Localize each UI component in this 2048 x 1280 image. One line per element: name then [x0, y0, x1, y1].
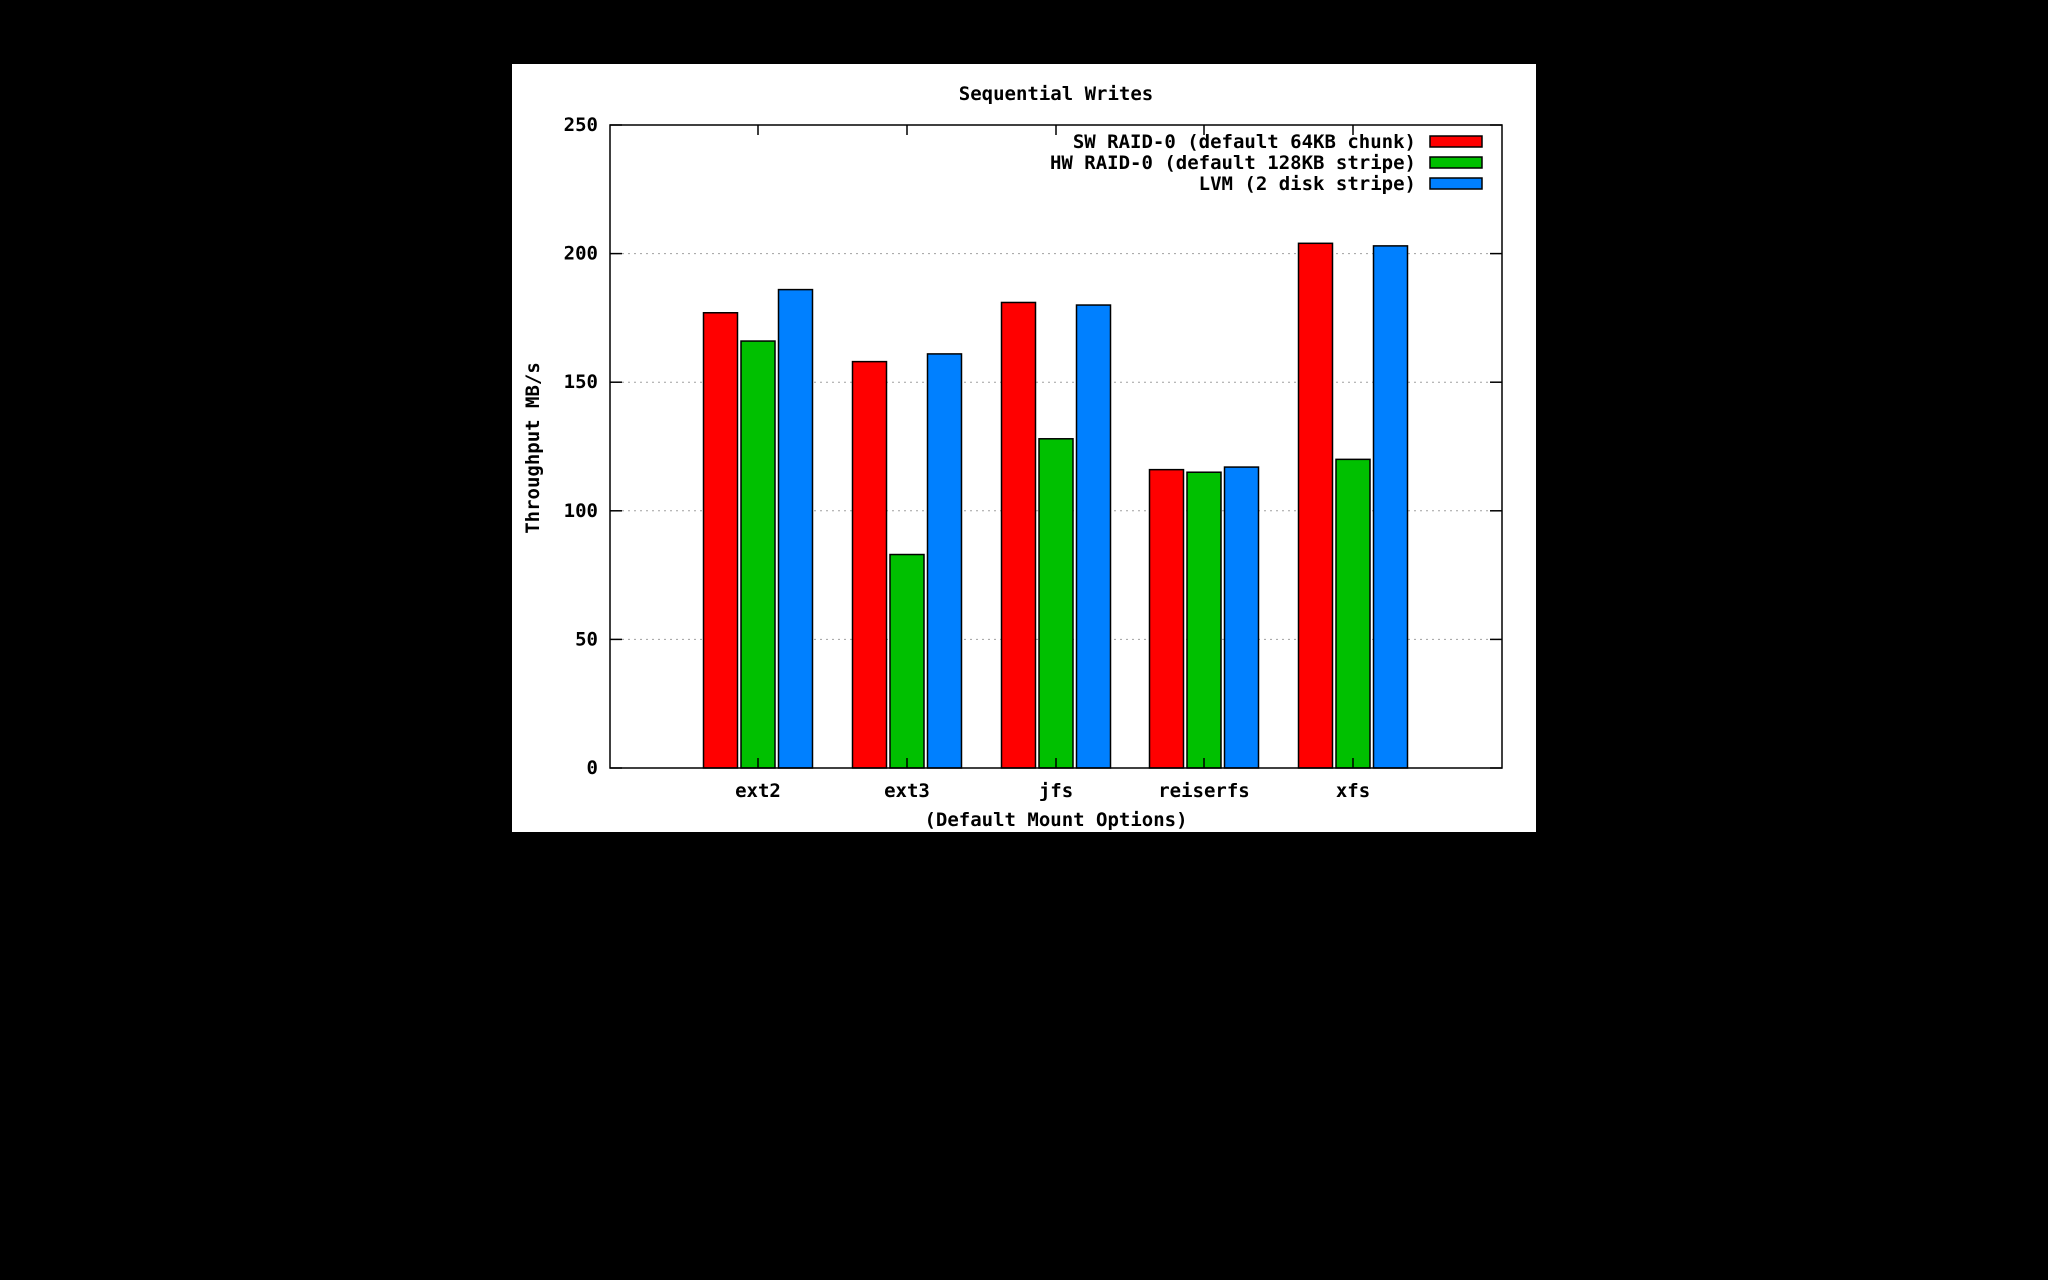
bar [1372, 245, 1409, 769]
y-tick-label: 200 [564, 243, 598, 265]
x-tick-label: ext3 [884, 780, 930, 802]
chart-title: Sequential Writes [959, 83, 1153, 105]
y-tick-label: 50 [575, 628, 598, 650]
x-tick-label: reiserfs [1158, 780, 1250, 802]
x-tick-label: jfs [1039, 780, 1073, 802]
y-tick-label: 150 [564, 371, 598, 393]
bar [702, 312, 739, 769]
legend-swatch [1429, 135, 1483, 148]
legend-swatch [1429, 177, 1483, 190]
bar [1186, 471, 1222, 769]
plot-frame [609, 124, 1503, 769]
legend: SW RAID-0 (default 64KB chunk)HW RAID-0 … [1050, 131, 1483, 195]
y-tick-label: 100 [564, 500, 598, 522]
bar [1297, 242, 1334, 769]
bar [1335, 458, 1371, 769]
legend-swatch [1429, 156, 1483, 169]
legend-label: HW RAID-0 (default 128KB stripe) [1050, 152, 1416, 174]
x-tick-label: xfs [1336, 780, 1370, 802]
x-tick-label: ext2 [735, 780, 781, 802]
bar [1148, 468, 1185, 769]
x-axis-label: (Default Mount Options) [924, 809, 1187, 831]
bar [1000, 301, 1037, 769]
y-tick-label: 0 [587, 757, 598, 779]
bar [1038, 438, 1074, 769]
bar [1075, 304, 1112, 769]
bar [1223, 466, 1260, 769]
bar [777, 288, 814, 769]
axis-layer: 0 50 100 150 200 250 ext2 ext3 jfs reiserfs xfs [564, 114, 1503, 802]
bar [740, 340, 776, 769]
legend-label: LVM (2 disk stripe) [1199, 173, 1416, 195]
bar [889, 553, 925, 769]
chart-panel: Sequential Writes 0 50 100 150 200 250 ext2 ext… [512, 64, 1536, 832]
bar [926, 353, 963, 769]
legend-label: SW RAID-0 (default 64KB chunk) [1073, 131, 1416, 153]
bar-chart: Sequential Writes 0 50 100 150 200 250 ext2 ext… [522, 83, 1503, 831]
bar [851, 360, 888, 769]
y-axis-label: Throughput MB/s [522, 362, 544, 534]
bars-layer [702, 242, 1409, 769]
y-tick-label: 250 [564, 114, 598, 136]
